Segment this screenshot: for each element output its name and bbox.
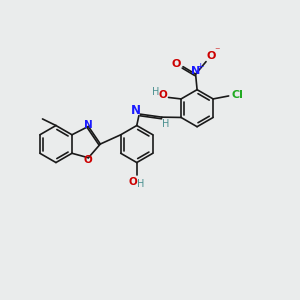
Text: O: O (83, 155, 92, 165)
Text: H: H (162, 119, 169, 129)
Text: O: O (129, 177, 138, 187)
Text: N: N (131, 104, 141, 117)
Text: N: N (84, 120, 93, 130)
Text: O: O (172, 59, 181, 69)
Text: H: H (152, 87, 160, 97)
Text: N: N (191, 66, 200, 76)
Text: H: H (137, 179, 144, 189)
Text: Cl: Cl (232, 90, 244, 100)
Text: +: + (196, 62, 203, 71)
Text: ⁻: ⁻ (214, 46, 220, 56)
Text: O: O (207, 51, 216, 61)
Text: O: O (158, 90, 167, 100)
